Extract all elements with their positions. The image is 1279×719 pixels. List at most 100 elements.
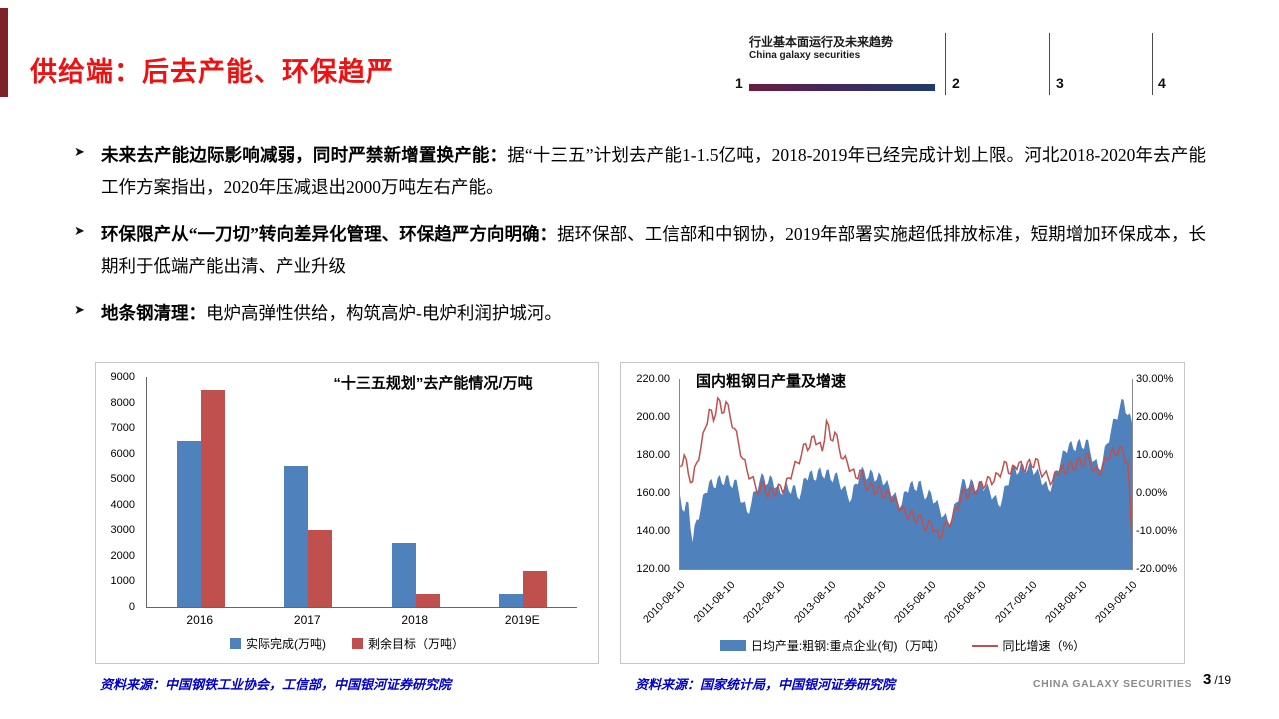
legend-label: 实际完成(万吨) (245, 637, 326, 651)
bar-yticks: 9000 8000 7000 6000 5000 4000 3000 2000 1000 0 (96, 371, 142, 613)
bullet-lead: 环保限产从“一刀切”转向差异化管理、环保趋严方向明确： (101, 224, 558, 244)
bar-ytick-label: 7000 (110, 422, 135, 435)
left-axis-label: 120.00 (636, 563, 670, 575)
header-gradient-bar (749, 84, 935, 91)
right-axis-label: 20.00% (1136, 411, 1174, 423)
legend-swatch (719, 640, 746, 651)
legend-label: 同比增速（%） (1002, 639, 1086, 653)
source-note-left: 资料来源：中国钢铁工业协会，工信部，中国银河证券研究院 (100, 677, 452, 692)
bullet-lead: 未来去产能边际影响减弱，同时严禁新增置换产能： (101, 145, 508, 165)
line-x-axis-ticks: 2010-08-10 2011-08-10 2012-08-10 2013-08-10… (641, 571, 1139, 635)
line-plot-area (679, 379, 1133, 570)
legend-item: 日均产量:粗钢:重点企业(旬)（万吨） (719, 637, 946, 654)
header-divider (1049, 33, 1050, 95)
header-divider (1152, 33, 1153, 95)
growth-line-series (680, 396, 1132, 543)
bullet-text: 环保限产从“一刀切”转向差异化管理、环保趋严方向明确：据环保部、工信部和中钢协，… (101, 219, 1206, 282)
left-axis-label: 220.00 (636, 373, 670, 385)
bar (200, 389, 225, 607)
legend-item: 同比增速（%） (971, 637, 1086, 654)
bullet-item: ➤ 环保限产从“一刀切”转向差异化管理、环保趋严方向明确：据环保部、工信部和中钢… (74, 219, 1206, 282)
bar-group (284, 377, 333, 607)
bar-chart-panel: “十三五规划”去产能情况/万吨 9000 8000 7000 6000 5000 4000… (95, 362, 599, 664)
bar-ytick-label: 9000 (110, 371, 135, 383)
line-chart-title: 国内粗钢日产量及增速 (696, 373, 847, 390)
bullet-body: 据“十三五”计划去产能1-1.5亿吨，2018-2019年已经完成计划上限。河北… (101, 145, 1206, 197)
bar-category-label: 2017 (293, 613, 321, 627)
bar (284, 466, 309, 607)
bar-group (176, 377, 225, 607)
section-number-2: 2 (952, 75, 960, 91)
bar (391, 543, 416, 607)
bullet-item: ➤ 未来去产能边际影响减弱，同时严禁新增置换产能：据“十三五”计划去产能1-1.… (74, 140, 1206, 203)
bar-chart-title: “十三五规划”去产能情况/万吨 (333, 375, 533, 392)
bar-ytick-label: 8000 (110, 396, 135, 409)
line-legend: 日均产量:粗钢:重点企业(旬)（万吨） 同比增速（%） (621, 637, 1184, 654)
bar-ytick-label: 4000 (110, 498, 135, 511)
bullet-body: 电炉高弹性供给，构筑高炉-电炉利润护城河。 (206, 303, 562, 323)
section-number-3: 3 (1056, 75, 1064, 91)
legend-swatch (971, 644, 998, 647)
left-axis-label: 160.00 (636, 487, 670, 499)
accent-bar (0, 8, 8, 97)
bullet-lead: 地条钢清理： (101, 303, 206, 323)
bullet-text: 地条钢清理：电炉高弹性供给，构筑高炉-电炉利润护城河。 (101, 298, 562, 330)
left-axis-label: 200.00 (636, 411, 670, 423)
bullet-arrow-icon: ➤ (74, 303, 85, 318)
legend-swatch (351, 638, 363, 649)
bar-group (499, 377, 548, 607)
right-axis-label: -10.00% (1136, 525, 1177, 537)
bar (415, 594, 440, 607)
bar (176, 440, 201, 607)
page-indicator: 3 /19 (1203, 671, 1231, 688)
bar-ytick-label: 6000 (110, 447, 135, 460)
bullet-item: ➤ 地条钢清理：电炉高弹性供给，构筑高炉-电炉利润护城河。 (74, 298, 1206, 330)
line-right-axis-ticks: 30.00% 20.00% 10.00% 0.00% -10.00% -20.00% (1133, 373, 1183, 575)
header-topic: 行业基本面运行及未来趋势 (749, 35, 894, 49)
right-axis-label: 10.00% (1136, 449, 1174, 461)
legend-item: 剩余目标（万吨） (351, 635, 464, 652)
bar-ytick-label: 1000 (110, 575, 135, 588)
left-axis-label: 140.00 (636, 525, 670, 537)
bar-ytick-label: 5000 (110, 473, 135, 486)
legend-label: 日均产量:粗钢:重点企业(旬)（万吨） (750, 639, 946, 653)
line-chart-panel: 国内粗钢日产量及增速 220.00 200.00 180.00 160.00 140.0… (620, 362, 1185, 664)
bar-ytick-label: 0 (128, 601, 135, 613)
right-axis-label: 30.00% (1136, 373, 1174, 385)
bar-ytick-label: 3000 (110, 524, 135, 537)
bullet-body: 据环保部、工信部和中钢协，2019年部署实施超低排放标准，短期增加环保成本，长期… (101, 224, 1207, 276)
header-divider (945, 33, 946, 95)
bullet-list: ➤ 未来去产能边际影响减弱，同时严禁新增置换产能：据“十三五”计划去产能1-1.… (74, 140, 1206, 346)
bar-category-label: 2019E (504, 613, 540, 627)
right-axis-label: -20.00% (1136, 563, 1177, 575)
bullet-text: 未来去产能边际影响减弱，同时严禁新增置换产能：据“十三五”计划去产能1-1.5亿… (101, 140, 1206, 203)
right-axis-label: 0.00% (1136, 487, 1168, 499)
footer-brand: CHINA GALAXY SECURITIES (1033, 678, 1193, 690)
bar-ytick-label: 2000 (110, 549, 135, 562)
bar-group (391, 377, 440, 607)
page-number: 3 (1203, 671, 1212, 688)
section-number-4: 4 (1158, 75, 1166, 91)
bar-legend: 实际完成(万吨) 剩余目标（万吨） (96, 635, 598, 652)
line-left-axis-ticks: 220.00 200.00 180.00 160.00 140.00 120.00 (621, 373, 675, 575)
bullet-arrow-icon: ➤ (74, 224, 85, 239)
bar (308, 530, 333, 607)
page-total: /19 (1214, 673, 1232, 687)
legend-item: 实际完成(万吨) (229, 635, 326, 652)
source-note-right: 资料来源：国家统计局，中国银河证券研究院 (635, 677, 896, 692)
legend-label: 剩余目标（万吨） (367, 637, 464, 651)
section-number-1: 1 (735, 75, 743, 91)
bar-category-label: 2018 (401, 613, 429, 627)
bar (523, 571, 548, 607)
legend-swatch (229, 638, 241, 649)
bar-categories: 2016 2017 2018 2019E (146, 613, 576, 627)
bar-plot-area (146, 377, 577, 608)
bar (499, 594, 524, 607)
line-plot-svg (680, 396, 1132, 569)
header-brand: China galaxy securities (749, 50, 861, 61)
production-area-series (680, 398, 1132, 569)
page-title: 供给端：后去产能、环保趋严 (30, 57, 394, 87)
bullet-arrow-icon: ➤ (74, 145, 85, 160)
bar-category-label: 2016 (186, 613, 214, 627)
bar-plot (147, 377, 577, 607)
